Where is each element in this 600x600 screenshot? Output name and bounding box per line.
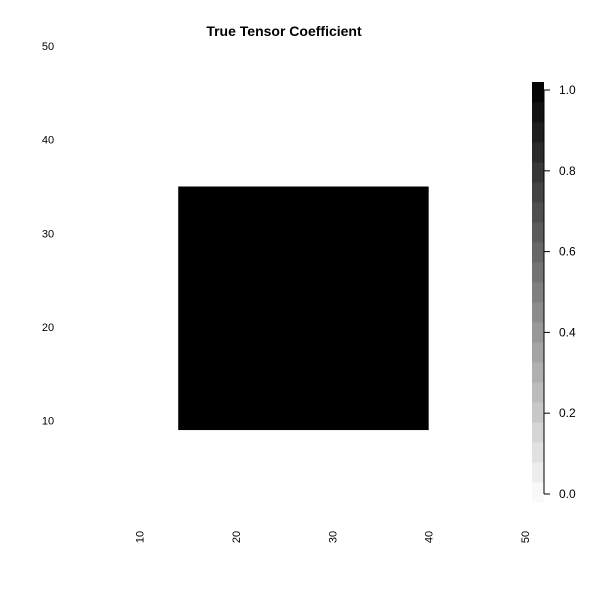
y-axis-ticks: 10 20 30 40 50 [42,41,54,428]
colorbar-tick-label: 0.8 [559,164,576,178]
colorbar-segment [532,342,544,363]
colorbar-segment [532,442,544,463]
y-tick-label: 50 [42,41,54,53]
x-tick-label: 50 [520,531,532,543]
colorbar-segment [532,202,544,223]
plot-area [178,186,429,431]
x-tick-label: 20 [231,531,243,543]
heatmap-region-0 [178,186,429,431]
colorbar-segment [532,382,544,403]
colorbar-segment [532,322,544,343]
colorbar-tick-label: 0.6 [559,245,576,259]
y-tick-label: 30 [42,228,54,240]
x-tick-label: 30 [327,531,339,543]
colorbar-tick-label: 0.2 [559,406,576,420]
colorbar-tick-label: 1.0 [559,83,576,97]
colorbar-segment [532,422,544,443]
x-axis-ticks: 10 20 30 40 50 [135,531,532,543]
colorbar-segment [532,142,544,163]
colorbar-segment [532,262,544,283]
colorbar-segment [532,362,544,383]
colorbar-segment [532,222,544,243]
colorbar-segment [532,282,544,303]
colorbar-segment [532,302,544,323]
colorbar-segment [532,102,544,123]
colorbar: 0.0 0.2 0.4 0.6 0.8 1.0 [532,82,576,503]
colorbar-segment [532,462,544,483]
colorbar-segment [532,182,544,203]
colorbar-segment [532,242,544,263]
x-tick-label: 10 [135,531,147,543]
y-tick-label: 10 [42,416,54,428]
chart-title: True Tensor Coefficient [206,23,362,39]
y-tick-label: 40 [42,135,54,147]
colorbar-segment [532,162,544,183]
colorbar-segment [532,402,544,423]
y-tick-label: 20 [42,322,54,334]
colorbar-segment [532,482,544,503]
colorbar-tick-label: 0.4 [559,325,576,339]
colorbar-segment [532,82,544,103]
x-tick-label: 40 [424,531,436,543]
colorbar-segment [532,122,544,143]
colorbar-tick-label: 0.0 [559,487,576,501]
